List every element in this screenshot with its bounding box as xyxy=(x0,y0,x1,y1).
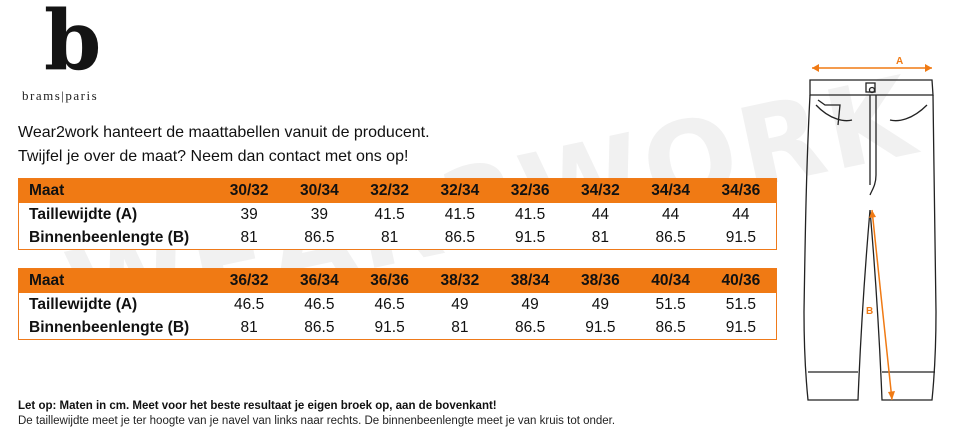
arrow-b-icon xyxy=(869,209,895,401)
table-cell: 86.5 xyxy=(444,228,475,246)
size-table-1: Maat 30/32 30/34 32/32 32/34 32/36 34/32 34/34 3… xyxy=(18,178,777,250)
row-label: Maat xyxy=(19,269,214,293)
table-cell: 81 xyxy=(451,318,469,336)
table-cell: 49 xyxy=(451,295,469,313)
label-a: A xyxy=(896,56,903,67)
size-header-cell: 34/32 xyxy=(565,179,636,203)
table-cell: 81 xyxy=(381,228,399,246)
table-cell: 81 xyxy=(240,318,258,336)
table-cell: 51.5 xyxy=(725,295,756,313)
label-b: B xyxy=(866,306,873,317)
table-cell: 91.5 xyxy=(585,318,616,336)
table-cell: 46.5 xyxy=(304,295,335,313)
table-cell: 86.5 xyxy=(655,318,686,336)
arrow-a-icon xyxy=(812,64,932,72)
table-cell: 91.5 xyxy=(515,228,546,246)
table-cell: 91.5 xyxy=(725,228,756,246)
table-row: Taillewijdte (A) 46.5 46.5 46.5 49 49 49 51.5 51… xyxy=(19,293,776,316)
size-header-cell: 38/32 xyxy=(424,269,495,293)
table-cell: 41.5 xyxy=(515,205,546,223)
table-cell: 49 xyxy=(521,295,539,313)
size-header-cell: 34/34 xyxy=(635,179,706,203)
table-cell: 91.5 xyxy=(374,318,405,336)
intro-text: Wear2work hanteert de maattabellen vanui… xyxy=(18,121,430,169)
table-row: Binnenbeenlengte (B) 81 86.5 91.5 81 86.5 91.5… xyxy=(19,316,776,339)
table-cell: 86.5 xyxy=(655,228,686,246)
table-row: Taillewijdte (A) 39 39 41.5 41.5 41.5 44 44 44 xyxy=(19,203,776,226)
table-row: Binnenbeenlengte (B) 81 86.5 81 86.5 91.5 81 86… xyxy=(19,226,776,249)
pants-diagram: A B xyxy=(803,56,937,401)
notes-bold: Let op: Maten in cm. Meet voor het beste… xyxy=(18,400,497,412)
size-header-cell: 38/36 xyxy=(565,269,636,293)
size-header-cell: 38/34 xyxy=(495,269,566,293)
size-header-cell: 32/34 xyxy=(424,179,495,203)
table-cell: 86.5 xyxy=(515,318,546,336)
size-table-2: Maat 36/32 36/34 36/36 38/32 38/34 38/36 40/34 4… xyxy=(18,268,777,340)
size-header-cell: 40/34 xyxy=(635,269,706,293)
intro-line-1: Wear2work hanteert de maattabellen vanui… xyxy=(18,124,430,141)
table-cell: 86.5 xyxy=(304,318,335,336)
logo-name: brams|paris xyxy=(22,88,99,103)
table-cell: 46.5 xyxy=(374,295,405,313)
size-header-cell: 36/36 xyxy=(354,269,425,293)
table-cell: 86.5 xyxy=(304,228,335,246)
table-cell: 91.5 xyxy=(725,318,756,336)
row-label: Binnenbeenlengte (B) xyxy=(29,228,190,246)
pants-outline-icon xyxy=(803,79,937,401)
size-header-cell: 32/36 xyxy=(495,179,566,203)
table-cell: 44 xyxy=(591,205,609,223)
row-label: Taillewijdte (A) xyxy=(29,205,138,223)
table-header-row: Maat 30/32 30/34 32/32 32/34 32/36 34/32 34/34 3… xyxy=(19,179,776,203)
table-cell: 41.5 xyxy=(374,205,405,223)
brand-logo: b brams|paris xyxy=(22,0,122,105)
table-cell: 46.5 xyxy=(234,295,265,313)
size-header-cell: 36/34 xyxy=(284,269,355,293)
size-header-cell: 34/36 xyxy=(705,179,776,203)
table-cell: 51.5 xyxy=(655,295,686,313)
size-header-cell: 36/32 xyxy=(214,269,285,293)
size-header-cell: 30/32 xyxy=(214,179,285,203)
row-label: Taillewijdte (A) xyxy=(29,295,138,313)
size-header-cell: 40/36 xyxy=(705,269,776,293)
size-header-cell: 30/34 xyxy=(284,179,355,203)
table-cell: 44 xyxy=(662,205,680,223)
table-cell: 39 xyxy=(240,205,258,223)
table-header-row: Maat 36/32 36/34 36/36 38/32 38/34 38/36 40/34 4… xyxy=(19,269,776,293)
table-cell: 49 xyxy=(591,295,609,313)
table-cell: 39 xyxy=(310,205,328,223)
notes: Let op: Maten in cm. Meet voor het beste… xyxy=(18,399,615,428)
table-cell: 41.5 xyxy=(444,205,475,223)
notes-normal: De taillewijdte meet je ter hoogte van j… xyxy=(18,414,616,427)
table-cell: 81 xyxy=(240,228,258,246)
intro-line-2: Twijfel je over de maat? Neem dan contac… xyxy=(18,148,409,165)
row-label: Binnenbeenlengte (B) xyxy=(29,318,190,336)
logo-letter: b xyxy=(44,0,102,89)
table-cell: 81 xyxy=(591,228,609,246)
row-label: Maat xyxy=(19,179,214,203)
table-cell: 44 xyxy=(732,205,750,223)
size-header-cell: 32/32 xyxy=(354,179,425,203)
